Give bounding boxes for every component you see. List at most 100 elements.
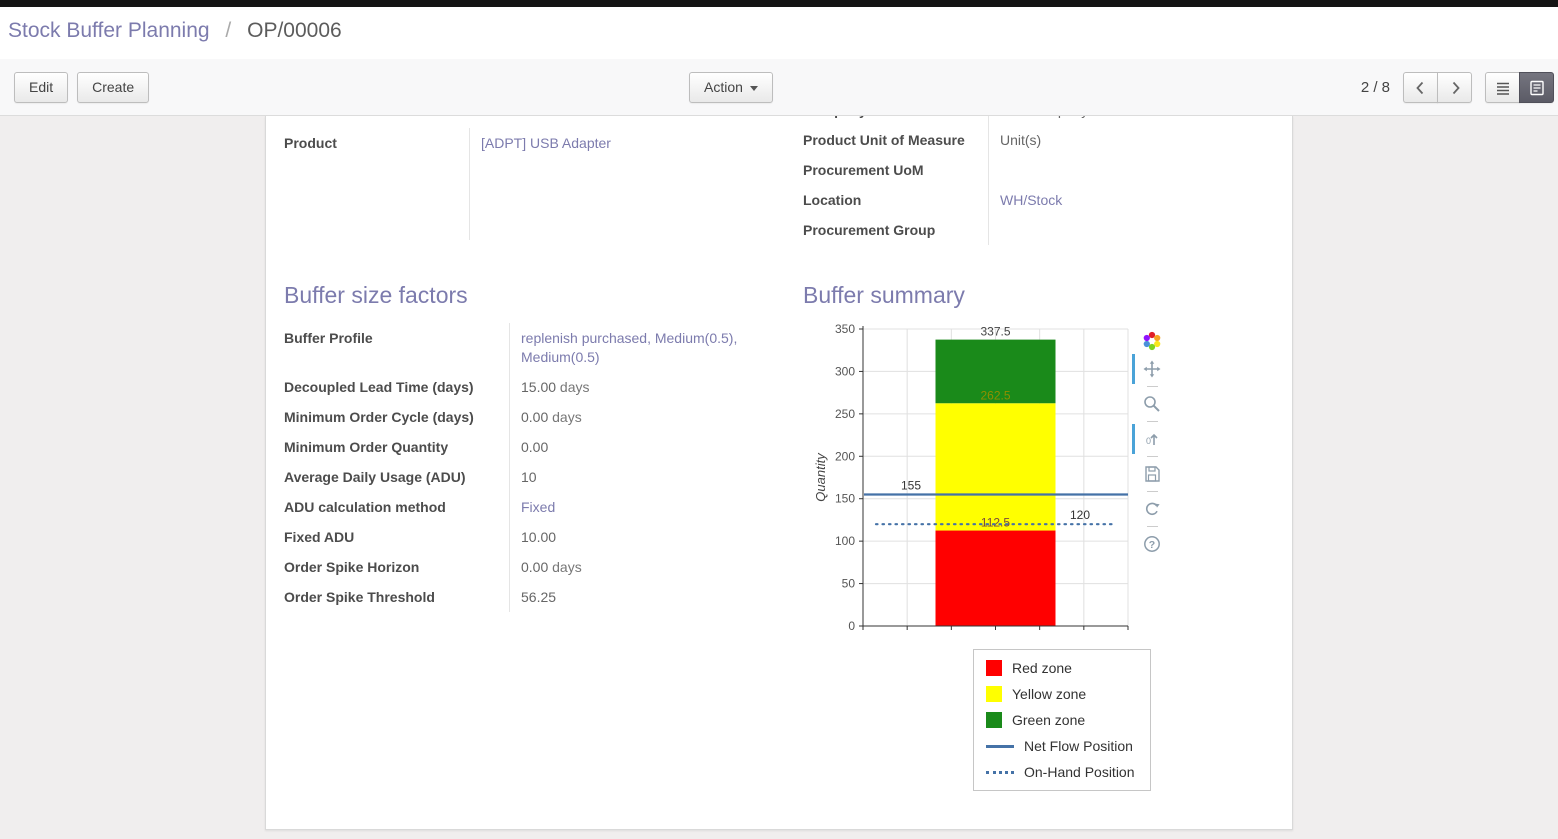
field-row: Location WH/Stock xyxy=(803,185,1274,215)
legend-swatch-square xyxy=(986,660,1002,676)
field-value xyxy=(988,215,1274,245)
view-switcher xyxy=(1485,72,1554,103)
field-row: Decoupled Lead Time (days) 15.00 days xyxy=(284,372,779,402)
legend-item[interactable]: On-Hand Position xyxy=(974,759,1150,785)
form-view-button[interactable] xyxy=(1519,72,1554,103)
field-value[interactable]: Fixed xyxy=(521,499,556,515)
field-label: Location xyxy=(803,192,862,208)
svg-text:0: 0 xyxy=(1146,436,1151,446)
svg-text:?: ? xyxy=(1149,539,1155,551)
zoom-icon[interactable] xyxy=(1142,394,1162,414)
legend-label: Red zone xyxy=(1012,660,1072,676)
breadcrumb-parent-link[interactable]: Stock Buffer Planning xyxy=(8,19,210,42)
pager-buttons xyxy=(1403,72,1472,103)
field-label: Product xyxy=(284,135,337,151)
pan-icon[interactable] xyxy=(1142,359,1162,379)
chart-legend: Red zone Yellow zone Green zone Net Flow Po… xyxy=(973,649,1151,791)
buffer-chart[interactable]: 0 50 100 150 200 250 300 350 112.5 262.5 337.5 155 1… xyxy=(813,322,1143,650)
legend-swatch-line xyxy=(986,744,1014,748)
field-label: Procurement Group xyxy=(803,222,936,238)
group-separator-line xyxy=(469,128,470,240)
svg-text:0: 0 xyxy=(848,619,855,633)
field-row: Order Spike Horizon 0.00 days xyxy=(284,552,779,582)
field-row: Product Unit of Measure Unit(s) xyxy=(803,125,1274,155)
svg-text:Quantity: Quantity xyxy=(813,452,828,502)
field-value[interactable]: WH/Stock xyxy=(1000,192,1063,208)
buffer-size-factors-title: Buffer size factors xyxy=(284,282,468,308)
data-zoom-icon[interactable]: 0 xyxy=(1142,429,1162,449)
field-label: Average Daily Usage (ADU) xyxy=(284,469,466,485)
form-view-icon xyxy=(1529,80,1544,95)
create-button[interactable]: Create xyxy=(77,71,150,103)
svg-text:50: 50 xyxy=(842,577,856,591)
chevron-right-icon xyxy=(1452,81,1460,94)
field-value: 15.00 days xyxy=(521,379,590,395)
field-row: Minimum Order Cycle (days) 0.00 days xyxy=(284,402,779,432)
form-sheet: Product [ADPT] USB Adapter CompanyYourCom… xyxy=(265,116,1293,830)
field-row: Buffer Profile replenish purchased, Mediu… xyxy=(284,323,779,372)
breadcrumb-separator: / xyxy=(225,19,232,42)
field-value: 56.25 xyxy=(521,589,557,605)
svg-text:155: 155 xyxy=(901,478,921,492)
list-view-icon xyxy=(1496,82,1509,95)
field-row: Product [ADPT] USB Adapter xyxy=(284,128,779,158)
top-menubar xyxy=(0,0,1558,7)
buffer-chart-svg[interactable]: 0 50 100 150 200 250 300 350 112.5 262.5 337.5 155 1… xyxy=(813,322,1143,645)
help-icon[interactable]: ? xyxy=(1142,534,1162,554)
action-label: Action xyxy=(704,79,743,95)
legend-label: Yellow zone xyxy=(1012,686,1087,702)
legend-label: On-Hand Position xyxy=(1024,764,1135,780)
top-left-rows: Product [ADPT] USB Adapter xyxy=(284,128,779,158)
svg-text:262.5: 262.5 xyxy=(980,388,1010,402)
chevron-left-icon xyxy=(1415,81,1423,94)
form-view-content: Product [ADPT] USB Adapter CompanyYourCom… xyxy=(0,116,1558,839)
field-label: Order Spike Horizon xyxy=(284,559,420,575)
save-image-icon[interactable] xyxy=(1142,464,1162,484)
restore-icon[interactable] xyxy=(1142,499,1162,519)
legend-item[interactable]: Green zone xyxy=(974,707,1150,733)
legend-item[interactable]: Yellow zone xyxy=(974,681,1150,707)
pager-previous-button[interactable] xyxy=(1403,72,1438,103)
field-value: 0.00 xyxy=(521,439,549,455)
field-value: 0.00 days xyxy=(521,559,582,575)
buffer-summary-chart-area: 0 50 100 150 200 250 300 350 112.5 262.5 337.5 155 1… xyxy=(813,322,1274,645)
svg-text:100: 100 xyxy=(835,534,855,548)
toolbar-separator xyxy=(1146,456,1158,457)
field-row: ADU calculation method Fixed xyxy=(284,492,779,522)
toolbar-separator xyxy=(1146,491,1158,492)
svg-text:250: 250 xyxy=(835,407,855,421)
field-label: Company xyxy=(803,116,988,125)
legend-swatch-square xyxy=(986,712,1002,728)
field-label: Procurement UoM xyxy=(803,162,924,178)
pager-value: 2 / 8 xyxy=(1360,79,1390,96)
field-value xyxy=(988,155,1274,185)
svg-text:350: 350 xyxy=(835,323,855,336)
field-value: Unit(s) xyxy=(1000,132,1042,148)
field-group-factors: Buffer Profile replenish purchased, Mediu… xyxy=(284,323,779,612)
legend-label: Green zone xyxy=(1012,712,1086,728)
chart-logo-icon[interactable] xyxy=(1141,330,1163,352)
legend-swatch-line xyxy=(986,770,1014,774)
action-dropdown-button[interactable]: Action xyxy=(689,72,773,103)
field-value[interactable]: replenish purchased, Medium(0.5), Medium… xyxy=(521,330,738,365)
caret-down-icon xyxy=(749,85,758,91)
field-label: Buffer Profile xyxy=(284,330,373,346)
svg-text:337.5: 337.5 xyxy=(980,325,1010,339)
chart-toolbar: 0 ? xyxy=(1132,327,1169,558)
toolbar-separator xyxy=(1146,526,1158,527)
field-row: CompanyYourCompany xyxy=(803,116,1274,125)
field-value: 10.00 xyxy=(521,529,557,545)
svg-text:200: 200 xyxy=(835,449,855,463)
svg-text:112.5: 112.5 xyxy=(981,516,1010,530)
edit-button[interactable]: Edit xyxy=(14,71,69,103)
field-value[interactable]: [ADPT] USB Adapter xyxy=(481,135,611,151)
field-value: 10 xyxy=(521,469,537,485)
list-view-button[interactable] xyxy=(1485,72,1520,103)
legend-item[interactable]: Red zone xyxy=(974,655,1150,681)
control-bar: Edit Create Action 2 / 8 xyxy=(0,59,1558,116)
pager-next-button[interactable] xyxy=(1437,72,1472,103)
legend-item[interactable]: Net Flow Position xyxy=(974,733,1150,759)
legend-label: Net Flow Position xyxy=(1024,738,1133,754)
toolbar-separator xyxy=(1146,386,1158,387)
field-label: Fixed ADU xyxy=(284,529,355,545)
